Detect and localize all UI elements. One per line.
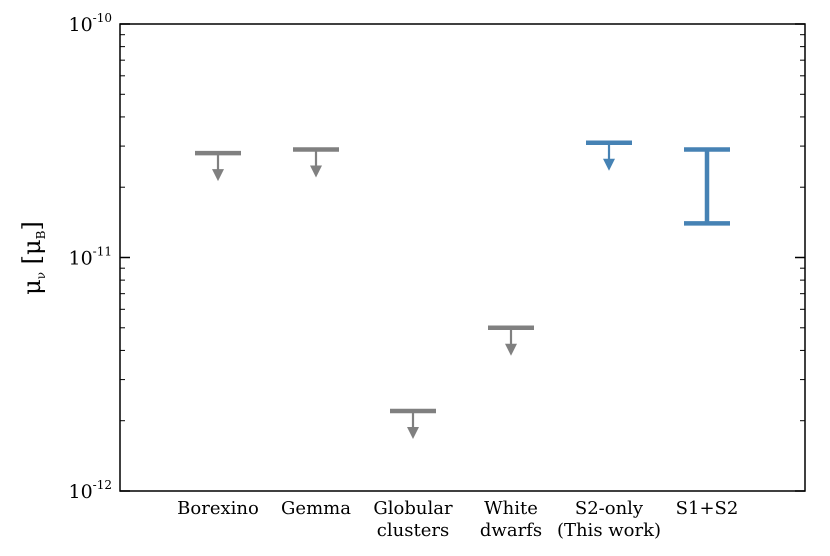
limit-arrow-head (603, 158, 615, 171)
category-label: S1+S2 (676, 498, 739, 519)
y-axis-title: μν [μB] (18, 221, 48, 295)
y-axis-unit-open: [μ (18, 239, 46, 264)
category-label: clusters (377, 520, 449, 541)
y-tick-label: 10-10 (68, 11, 112, 36)
y-axis-unit-close: ] (18, 221, 46, 230)
category-label: S2-only (575, 498, 644, 519)
category-label: Globular (373, 498, 453, 519)
y-axis-unit-subscript: B (34, 230, 48, 239)
limit-arrow-head (505, 343, 517, 356)
category-label: (This work) (557, 520, 661, 541)
category-label: Gemma (281, 498, 351, 519)
category-label: White (484, 498, 538, 519)
limit-arrow-head (212, 169, 224, 182)
y-tick-label: 10-12 (68, 478, 112, 503)
y-axis-symbol: μ (18, 279, 46, 295)
category-label: Borexino (177, 498, 259, 519)
plot-frame (119, 23, 806, 492)
limit-arrow-head (310, 165, 322, 178)
category-label: dwarfs (480, 520, 542, 541)
limit-arrow-head (407, 427, 419, 440)
y-axis-symbol-subscript: ν (34, 272, 48, 279)
y-tick-label: 10-11 (68, 245, 112, 270)
